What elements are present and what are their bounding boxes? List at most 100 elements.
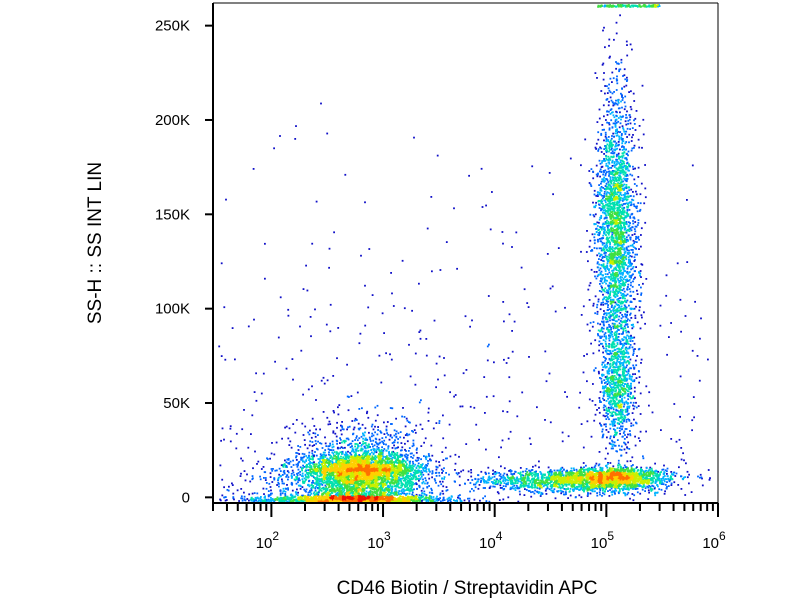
event-dot [303, 466, 306, 468]
event-dot [336, 496, 338, 499]
event-dot [363, 451, 366, 454]
event-dot [331, 446, 334, 449]
event-dot [351, 492, 354, 495]
event-dot [396, 469, 398, 472]
event-dot [385, 470, 388, 473]
event-dot [324, 451, 326, 454]
event-dot [357, 445, 360, 448]
event-dot [332, 445, 335, 448]
event-dot [331, 488, 334, 491]
event-dot [397, 464, 400, 467]
event-dot [305, 488, 308, 491]
event-dot [402, 490, 405, 493]
event-dot [369, 489, 372, 492]
event-dot [445, 472, 447, 474]
event-dot [366, 469, 368, 472]
event-dot [409, 488, 411, 490]
event-dot [350, 482, 352, 485]
event-dot [353, 426, 356, 429]
event-dot [382, 449, 385, 452]
event-dot [309, 468, 311, 471]
event-dot [296, 499, 298, 502]
event-dot [285, 465, 288, 467]
event-dot [331, 484, 333, 487]
event-dot [367, 458, 370, 460]
event-dot [378, 493, 381, 496]
event-dot [402, 469, 404, 472]
event-dot [381, 477, 383, 480]
event-dot [428, 485, 430, 487]
event-dot [332, 476, 335, 479]
event-dot [382, 477, 384, 480]
event-dot [365, 458, 367, 461]
event-dot [458, 475, 461, 478]
event-dot [391, 485, 394, 488]
event-dot [357, 489, 360, 492]
event-dot [327, 448, 330, 450]
event-dot [273, 453, 276, 456]
event-dot [377, 443, 380, 446]
event-dot [318, 463, 321, 466]
event-dot [376, 494, 379, 497]
event-dot [408, 464, 411, 467]
event-dot [387, 445, 390, 447]
event-dot [361, 462, 364, 465]
event-dot [390, 461, 393, 464]
event-dot [351, 448, 354, 451]
event-dot [340, 484, 343, 487]
event-dot [282, 487, 285, 490]
event-dot [376, 467, 379, 470]
event-dot [330, 501, 332, 503]
event-dot [378, 494, 381, 497]
event-dot [339, 451, 342, 454]
event-dot [373, 475, 376, 478]
event-dot [264, 479, 267, 481]
event-dot [316, 471, 318, 474]
event-dot [296, 476, 298, 478]
event-dot [336, 484, 339, 487]
event-dot [396, 494, 399, 496]
event-dot [380, 471, 383, 474]
event-dot [365, 475, 368, 478]
event-dot [449, 455, 452, 458]
event-dot [382, 466, 384, 469]
event-dot [445, 457, 447, 460]
event-dot [232, 492, 235, 495]
event-dot [334, 455, 337, 457]
event-dot [282, 464, 284, 466]
event-dot [329, 442, 331, 445]
event-dot [363, 477, 365, 479]
event-dot [312, 456, 314, 459]
event-dot [403, 470, 406, 473]
event-dot [398, 460, 401, 462]
event-dot [373, 457, 376, 460]
event-dot [394, 455, 396, 458]
event-dot [358, 475, 361, 478]
event-dot [339, 465, 341, 468]
event-dot [383, 448, 386, 450]
event-dot [440, 483, 443, 486]
event-dot [375, 456, 378, 459]
event-dot [368, 480, 371, 483]
event-dot [393, 491, 396, 494]
event-dot [331, 451, 334, 454]
event-dot [390, 423, 392, 425]
event-dot [332, 430, 335, 433]
event-dot [338, 460, 340, 462]
event-dot [459, 500, 462, 503]
event-dot [383, 421, 385, 424]
event-dot [356, 480, 359, 483]
event-dot [438, 471, 440, 474]
event-dot [339, 495, 341, 497]
event-dot [363, 478, 366, 481]
event-dot [406, 489, 409, 491]
event-dot [346, 454, 349, 456]
event-dot [402, 483, 405, 486]
event-dot [371, 455, 374, 458]
event-dot [339, 485, 342, 488]
event-dot [382, 484, 384, 487]
event-dot [339, 459, 342, 461]
event-dot [367, 467, 370, 470]
event-dot [325, 454, 327, 457]
event-dot [310, 492, 313, 495]
